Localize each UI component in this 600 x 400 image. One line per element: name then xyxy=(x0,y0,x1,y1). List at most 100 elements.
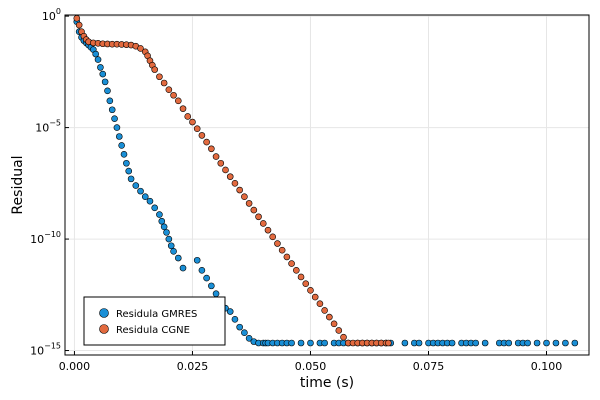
data-point xyxy=(160,79,168,87)
data-point xyxy=(174,254,182,262)
data-point xyxy=(97,64,104,71)
y-tick-base: 10 xyxy=(35,122,49,135)
data-point xyxy=(165,86,173,93)
grid xyxy=(65,15,589,355)
data-point xyxy=(165,235,173,243)
data-point xyxy=(415,339,423,347)
data-point xyxy=(524,339,531,347)
data-point xyxy=(259,220,267,227)
legend-label: Residula CGNE xyxy=(116,325,190,336)
data-point xyxy=(226,308,234,315)
data-point xyxy=(288,339,295,347)
data-point xyxy=(184,113,192,120)
data-point xyxy=(203,138,210,146)
data-point xyxy=(127,175,135,183)
data-point xyxy=(141,193,149,201)
data-point xyxy=(158,217,166,225)
data-point xyxy=(269,233,277,241)
data-point xyxy=(115,133,123,140)
data-point xyxy=(212,153,220,160)
x-tick-label: 0.025 xyxy=(177,360,209,373)
data-point xyxy=(533,339,541,347)
data-point xyxy=(179,105,187,112)
data-point xyxy=(75,21,83,29)
data-point xyxy=(236,323,243,331)
data-point xyxy=(123,159,130,167)
data-point xyxy=(193,256,201,264)
legend-label: Residula GMRES xyxy=(116,309,197,320)
data-point xyxy=(340,333,347,341)
data-point xyxy=(118,142,125,149)
data-point xyxy=(73,15,81,22)
data-point xyxy=(562,339,569,347)
data-point xyxy=(297,339,305,347)
legend-marker xyxy=(99,324,109,334)
plot-frame xyxy=(64,14,590,356)
y-tick-exponent: −10 xyxy=(44,230,61,239)
data-point xyxy=(137,45,144,52)
data-point xyxy=(132,182,140,189)
data-point xyxy=(274,240,281,247)
data-point xyxy=(94,56,102,63)
data-point xyxy=(203,274,210,282)
data-point xyxy=(241,193,248,201)
data-point xyxy=(448,339,456,347)
x-tick-label: 0.000 xyxy=(59,360,91,373)
data-point xyxy=(111,115,118,122)
y-axis-label: Residual xyxy=(10,155,26,214)
data-point xyxy=(401,339,409,347)
series-2 xyxy=(73,15,392,347)
data-point xyxy=(198,132,206,139)
data-point xyxy=(255,213,262,221)
data-point xyxy=(106,97,114,105)
data-point xyxy=(385,339,392,347)
data-point xyxy=(283,253,291,261)
data-point xyxy=(321,307,328,314)
data-point xyxy=(167,242,175,250)
x-tick-label: 0.050 xyxy=(295,360,327,373)
data-point xyxy=(217,159,225,167)
data-point xyxy=(241,329,248,337)
legend: Residula GMRES Residula CGNE xyxy=(83,296,226,346)
x-axis-label: time (s) xyxy=(300,375,354,391)
data-point xyxy=(156,211,163,218)
data-point xyxy=(208,145,215,153)
data-point xyxy=(505,339,513,347)
data-point xyxy=(311,293,319,301)
y-tick-exponent: 0 xyxy=(56,7,61,16)
data-point xyxy=(222,166,229,174)
data-point xyxy=(231,316,239,323)
y-tick-label: 10−5 xyxy=(35,119,61,135)
data-point xyxy=(179,264,187,272)
ticks: 0.000 0.025 0.050 0.075 0.10010010−510−1010−… xyxy=(30,7,562,373)
data-point xyxy=(113,124,121,131)
data-point xyxy=(156,73,163,81)
data-point xyxy=(307,339,314,347)
data-point xyxy=(189,118,196,126)
x-tick-label: 0.100 xyxy=(531,360,563,373)
data-point xyxy=(302,280,310,287)
data-point xyxy=(226,173,234,180)
data-point xyxy=(151,66,158,73)
y-tick-base: 10 xyxy=(30,345,44,358)
legend-marker xyxy=(99,308,109,318)
data-point xyxy=(92,50,99,58)
data-point xyxy=(264,226,272,234)
data-point xyxy=(278,246,286,254)
data-point xyxy=(307,287,314,294)
y-tick-base: 10 xyxy=(42,10,56,23)
data-point xyxy=(330,320,338,328)
data-point xyxy=(160,223,168,231)
data-point xyxy=(321,339,328,347)
data-point xyxy=(552,339,560,347)
data-point xyxy=(250,206,258,214)
x-tick-label: 0.075 xyxy=(413,360,445,373)
data-point xyxy=(198,266,206,274)
data-point xyxy=(245,334,253,342)
data-point xyxy=(151,204,158,212)
data-point xyxy=(170,248,177,255)
data-point xyxy=(212,290,220,297)
data-point xyxy=(316,300,324,308)
y-tick-label: 10−15 xyxy=(30,342,61,358)
data-point xyxy=(108,106,116,114)
